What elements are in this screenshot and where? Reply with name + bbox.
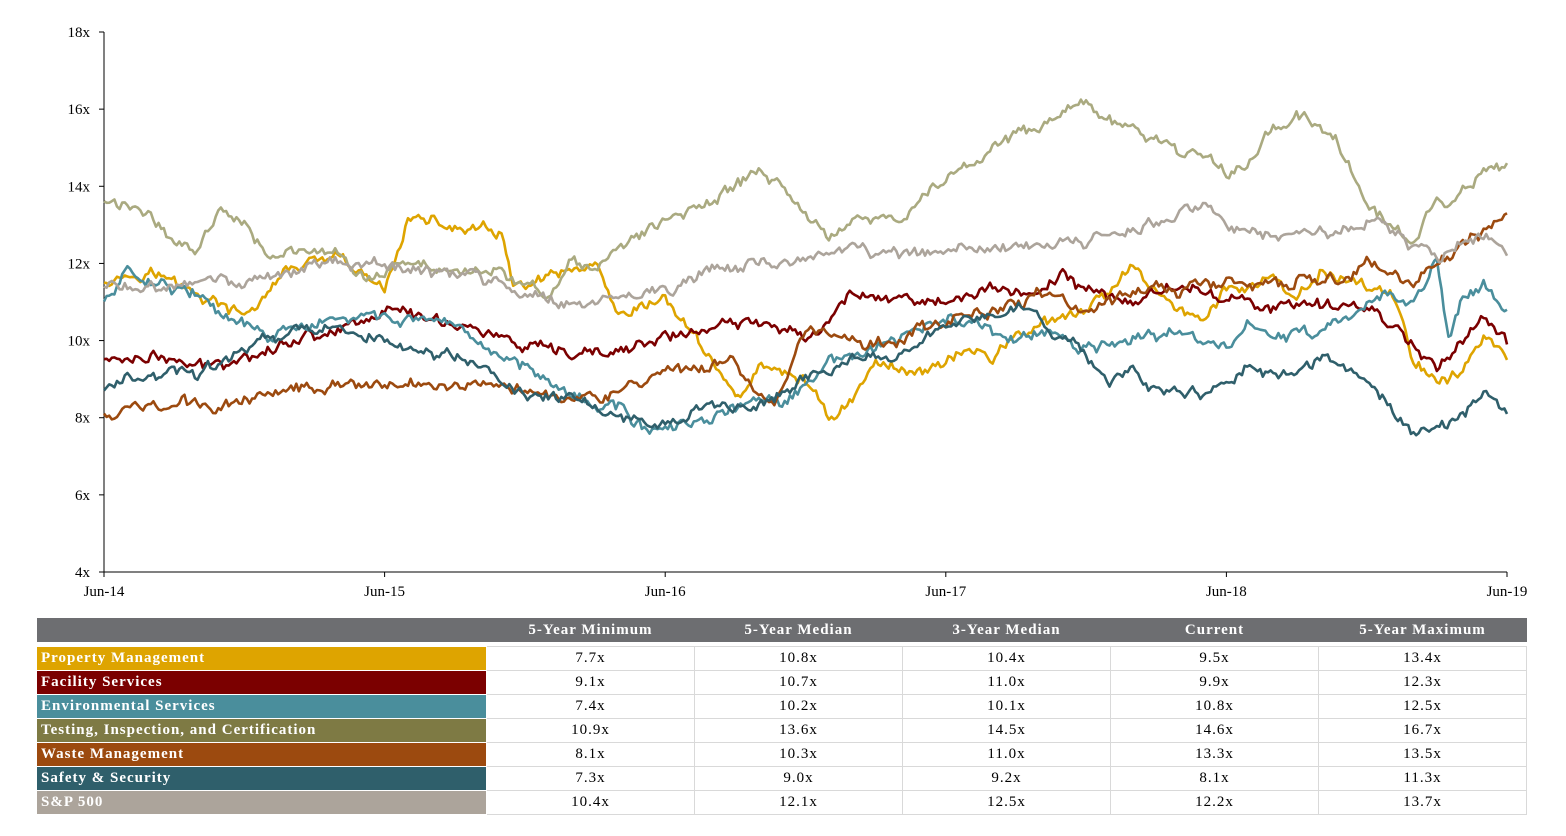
header-5yr-max: 5-Year Maximum	[1318, 618, 1527, 642]
valuation-summary-table: 5-Year Minimum 5-Year Median 3-Year Medi…	[36, 618, 1527, 815]
series-line-facility-services	[103, 267, 1509, 373]
table-cell: 12.5x	[902, 790, 1111, 815]
y-tick-label: 8x	[75, 411, 91, 427]
table-cell: 13.4x	[1318, 646, 1527, 671]
table-cell: 9.0x	[694, 766, 903, 791]
row-label: Safety & Security	[36, 766, 487, 791]
x-tick-label: Jun-19	[1487, 584, 1528, 600]
table-cell: 14.5x	[902, 718, 1111, 743]
x-tick-label: Jun-18	[1206, 584, 1247, 600]
table-cell: 13.7x	[1318, 790, 1527, 815]
table-cell: 12.2x	[1110, 790, 1319, 815]
table-cell: 10.8x	[694, 646, 903, 671]
table-cell: 10.9x	[486, 718, 695, 743]
row-label: Waste Management	[36, 742, 487, 767]
series-line-s-p-500	[103, 201, 1509, 310]
row-label: Property Management	[36, 646, 487, 671]
series-line-safety-security	[103, 301, 1509, 437]
table-cell: 9.9x	[1110, 670, 1319, 695]
table-cell: 10.2x	[694, 694, 903, 719]
table-row: Safety & Security 7.3x 9.0x 9.2x 8.1x 11.3x	[36, 766, 1527, 791]
series-line-environmental-services	[102, 257, 1508, 435]
table-cell: 13.5x	[1318, 742, 1527, 767]
header-current: Current	[1110, 618, 1319, 642]
header-3yr-median: 3-Year Median	[902, 618, 1111, 642]
table-cell: 16.7x	[1318, 718, 1527, 743]
table-cell: 14.6x	[1110, 718, 1319, 743]
table-row: Testing, Inspection, and Certification 10…	[36, 718, 1527, 743]
y-tick-label: 18x	[68, 25, 91, 41]
y-tick-label: 14x	[68, 179, 91, 195]
x-tick-label: Jun-16	[645, 584, 686, 600]
table-cell: 10.4x	[486, 790, 695, 815]
table-cell: 10.8x	[1110, 694, 1319, 719]
x-tick-label: Jun-17	[925, 584, 966, 600]
table-cell: 8.1x	[486, 742, 695, 767]
table-cell: 8.1x	[1110, 766, 1319, 791]
chart-axes: 4x 6x 8x 10x 12x 14x 16x 18x Jun-14 Jun-15 Jun-16 J…	[68, 25, 1528, 600]
y-tick-label: 6x	[75, 488, 91, 504]
table-cell: 13.6x	[694, 718, 903, 743]
table-cell: 12.3x	[1318, 670, 1527, 695]
row-label: Environmental Services	[36, 694, 487, 719]
y-tick-label: 4x	[75, 565, 91, 581]
header-blank	[36, 618, 487, 642]
table-cell: 11.3x	[1318, 766, 1527, 791]
table-cell: 11.0x	[902, 670, 1111, 695]
table-cell: 7.3x	[486, 766, 695, 791]
x-tick-label: Jun-15	[364, 584, 405, 600]
table-row: Waste Management 8.1x 10.3x 11.0x 13.3x 13.5x	[36, 742, 1527, 767]
series-layer	[102, 98, 1509, 437]
series-line-testing-inspection-and-certification	[103, 98, 1509, 300]
x-tick-label: Jun-14	[84, 584, 125, 600]
table-cell: 7.4x	[486, 694, 695, 719]
table-cell: 12.5x	[1318, 694, 1527, 719]
row-label: S&P 500	[36, 790, 487, 815]
row-label: Testing, Inspection, and Certification	[36, 718, 487, 743]
table-cell: 11.0x	[902, 742, 1111, 767]
line-chart: 4x 6x 8x 10x 12x 14x 16x 18x Jun-14 Jun-15 Jun-16 J…	[68, 25, 1528, 600]
series-line-property-management	[103, 213, 1509, 421]
series-line-waste-management	[102, 212, 1508, 421]
table-cell: 10.7x	[694, 670, 903, 695]
chart-svg: 4x 6x 8x 10x 12x 14x 16x 18x Jun-14 Jun-15 Jun-16 J…	[68, 25, 1528, 600]
table-cell: 10.4x	[902, 646, 1111, 671]
table-cell: 7.7x	[486, 646, 695, 671]
table-cell: 9.2x	[902, 766, 1111, 791]
table-row: Facility Services 9.1x 10.7x 11.0x 9.9x 12.3x	[36, 670, 1527, 695]
table-body: Property Management 7.7x 10.8x 10.4x 9.5x 13.…	[36, 642, 1527, 815]
table-cell: 9.5x	[1110, 646, 1319, 671]
table-row: Property Management 7.7x 10.8x 10.4x 9.5x 13.…	[36, 646, 1527, 671]
header-5yr-median: 5-Year Median	[694, 618, 903, 642]
table-cell: 9.1x	[486, 670, 695, 695]
table-cell: 10.3x	[694, 742, 903, 767]
table-row: S&P 500 10.4x 12.1x 12.5x 12.2x 13.7x	[36, 790, 1527, 815]
table-row: Environmental Services 7.4x 10.2x 10.1x 10.8…	[36, 694, 1527, 719]
y-tick-label: 12x	[68, 256, 91, 272]
row-label: Facility Services	[36, 670, 487, 695]
header-5yr-min: 5-Year Minimum	[486, 618, 695, 642]
table-header-row: 5-Year Minimum 5-Year Median 3-Year Medi…	[36, 618, 1527, 642]
table-cell: 12.1x	[694, 790, 903, 815]
table-cell: 10.1x	[902, 694, 1111, 719]
table-cell: 13.3x	[1110, 742, 1319, 767]
y-tick-label: 10x	[68, 334, 91, 350]
y-tick-label: 16x	[68, 102, 91, 118]
